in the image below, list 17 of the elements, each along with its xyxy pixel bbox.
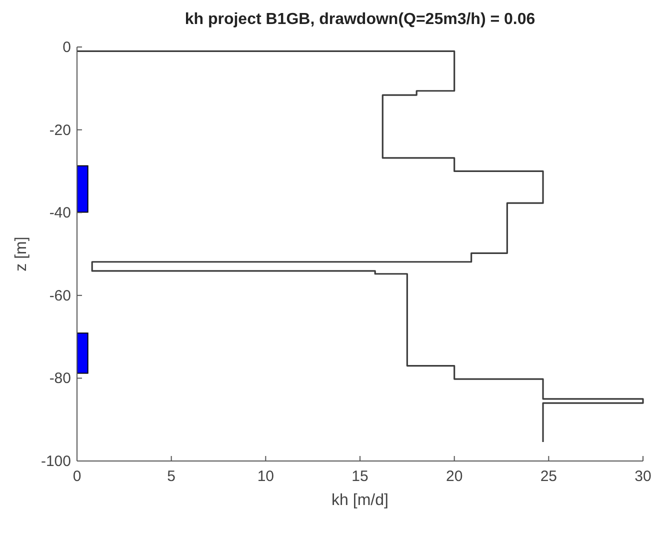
x-axis-title: kh [m/d] <box>332 492 388 509</box>
x-tick-label: 20 <box>446 468 463 485</box>
x-tick-label: 15 <box>352 468 368 485</box>
y-axis-title: z [m] <box>13 236 30 272</box>
x-tick-label: 5 <box>167 468 176 485</box>
x-tick-label: 30 <box>634 468 652 485</box>
x-tick-label: 10 <box>257 468 274 485</box>
line-series <box>76 50 644 443</box>
y-tick-label: -20 <box>49 122 71 139</box>
x-tick-label: 25 <box>540 468 558 485</box>
y-tick-label: -80 <box>49 370 71 388</box>
y-tick-label: -100 <box>40 453 71 470</box>
x-tick-label: 0 <box>72 468 82 485</box>
chart-title: kh project B1GB, drawdown(Q=25m3/h) = 0.06 <box>184 11 536 28</box>
y-tick-label: -40 <box>49 204 71 222</box>
y-tick-label: 0 <box>62 39 71 56</box>
y-tick-label: -60 <box>49 287 71 304</box>
